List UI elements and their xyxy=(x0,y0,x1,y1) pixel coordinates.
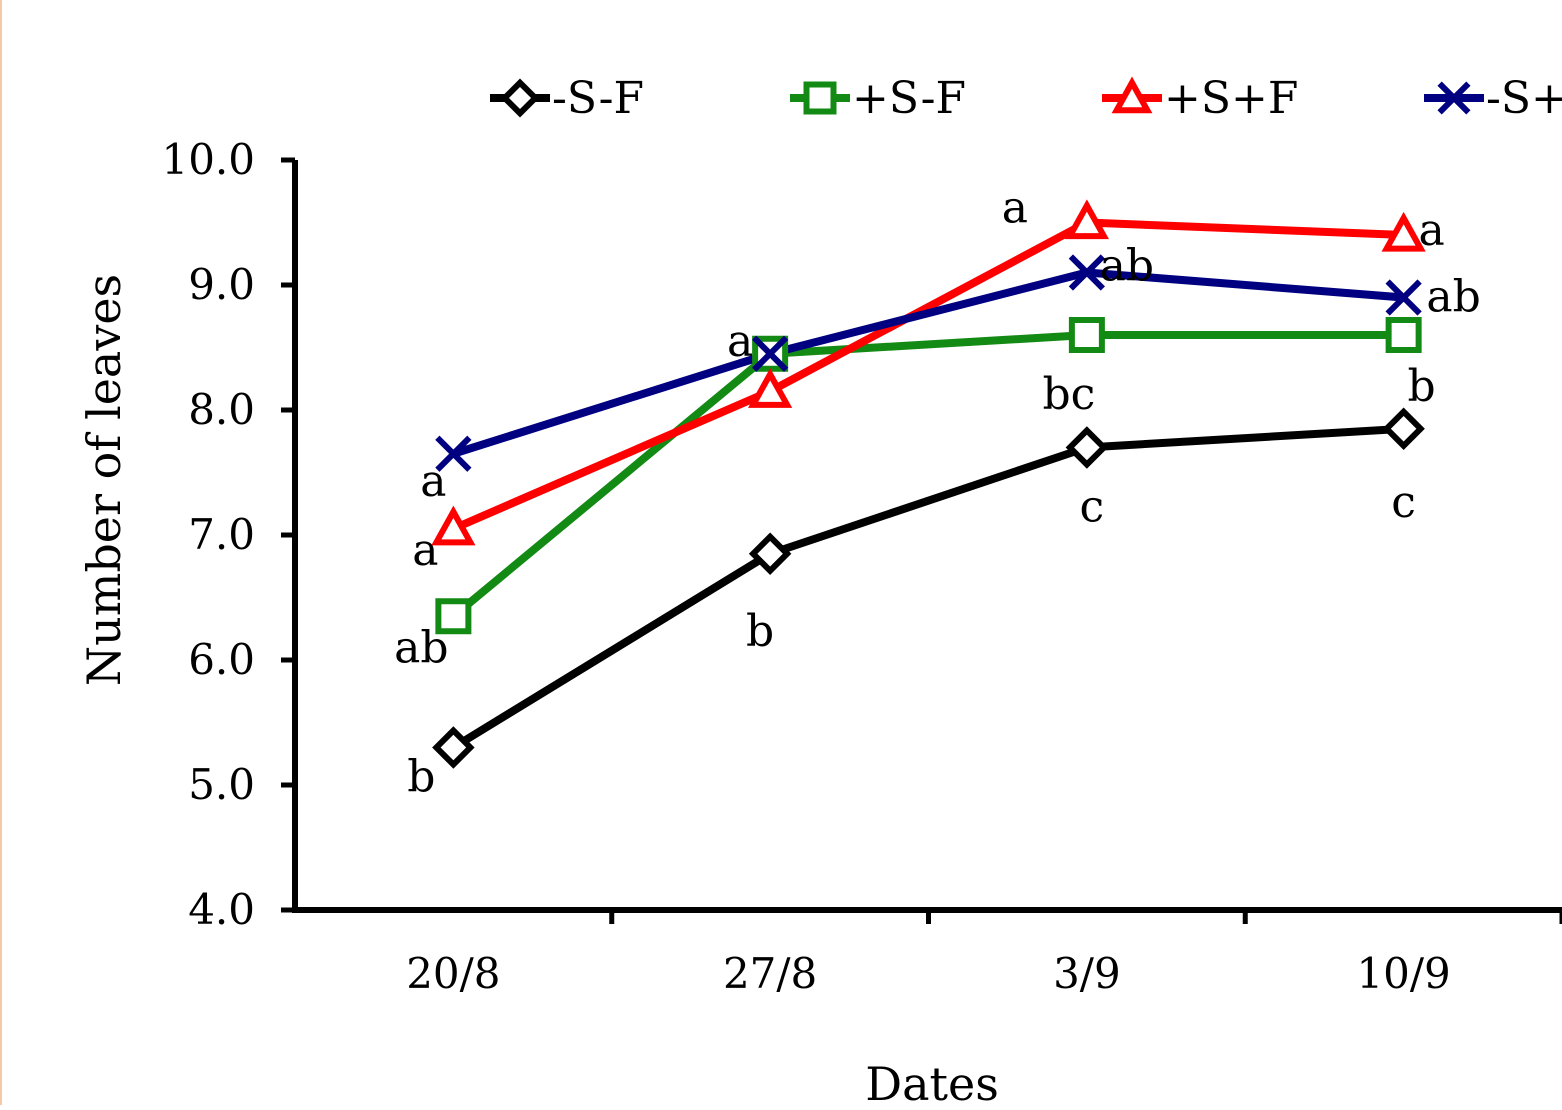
letter-s0-2: c xyxy=(1080,482,1105,533)
data-point-s1-2 xyxy=(1068,317,1105,353)
axes: 4.0 5.0 6.0 7.0 8.0 9.0 10.0 20/8 27/8 3/9 10/9 xyxy=(161,135,1562,998)
letter-s2-3: a xyxy=(1419,205,1445,256)
y-tick-label-4: 8.0 xyxy=(188,385,255,434)
letter-s3-2: ab xyxy=(1100,241,1154,292)
left-border xyxy=(0,0,2,1105)
legend-marker-0 xyxy=(500,78,540,118)
y-tick-label-6: 10.0 xyxy=(161,135,255,184)
data-point-s3-0 xyxy=(435,435,472,472)
data-point-s2-3 xyxy=(1381,211,1426,252)
data-point-s2-0 xyxy=(431,505,476,546)
y-axis-title: Number of leaves xyxy=(77,274,131,686)
data-point-s0-0 xyxy=(432,726,475,769)
data-point-s0-1 xyxy=(748,532,792,575)
series-line-1 xyxy=(450,331,1404,620)
legend-item-2: +S+F xyxy=(1102,73,1298,124)
legend-item-3: -S+ xyxy=(1424,73,1562,124)
letter-s1-2: bc xyxy=(1042,369,1095,420)
letter-s3-0: a xyxy=(420,456,446,507)
legend-label-2: +S+F xyxy=(1164,73,1298,124)
legend-item-0: -S-F xyxy=(490,73,644,124)
legend-item-1: +S-F xyxy=(790,73,966,124)
x-tick-label-2: 3/9 xyxy=(1053,949,1121,998)
x-tick-label-0: 20/8 xyxy=(406,949,500,998)
data-point-s2-2 xyxy=(1064,199,1109,240)
data-point-s1-3 xyxy=(1385,317,1422,353)
letter-s3-1: a xyxy=(727,316,753,367)
y-tick-label-3: 7.0 xyxy=(188,510,255,559)
data-point-s0-2 xyxy=(1065,426,1109,469)
legend-marker-2 xyxy=(1111,76,1153,114)
legend-label-3: -S+ xyxy=(1486,73,1562,124)
letter-s0-3: c xyxy=(1391,477,1416,528)
y-tick-label-0: 4.0 xyxy=(188,885,255,934)
letter-s2-0: a xyxy=(412,525,438,576)
x-axis-title: Dates xyxy=(865,1057,999,1105)
legend-label-0: -S-F xyxy=(552,73,644,124)
letter-s1-0: ab xyxy=(394,622,448,673)
data-point-s1-0 xyxy=(435,598,472,635)
letter-s0-1: b xyxy=(746,606,774,657)
series-line-2 xyxy=(451,218,1404,533)
data-point-s3-3 xyxy=(1385,279,1422,316)
letter-s3-3: ab xyxy=(1426,272,1480,323)
x-tick-label-1: 27/8 xyxy=(723,949,817,998)
legend-label-1: +S-F xyxy=(852,73,966,124)
x-tick-label-3: 10/9 xyxy=(1356,949,1450,998)
letter-s1-3: b xyxy=(1408,361,1436,412)
letter-s0-0: b xyxy=(407,752,435,803)
data-point-s0-3 xyxy=(1382,407,1425,450)
series-line-0 xyxy=(451,424,1404,751)
data-point-s3-2 xyxy=(1068,254,1106,291)
data-point-s2-1 xyxy=(748,368,793,408)
legend: -S-F +S-F +S+F -S+ xyxy=(490,73,1562,124)
letter-s2-2: a xyxy=(1002,183,1028,234)
legend-marker-1 xyxy=(803,81,837,115)
y-tick-label-1: 5.0 xyxy=(188,760,255,809)
series-layer xyxy=(431,199,1426,769)
y-tick-label-2: 6.0 xyxy=(188,635,255,684)
series-line-3 xyxy=(452,268,1404,458)
legend-marker-3 xyxy=(1437,81,1471,115)
y-tick-label-5: 9.0 xyxy=(188,260,255,309)
data-point-s3-1 xyxy=(752,335,789,372)
